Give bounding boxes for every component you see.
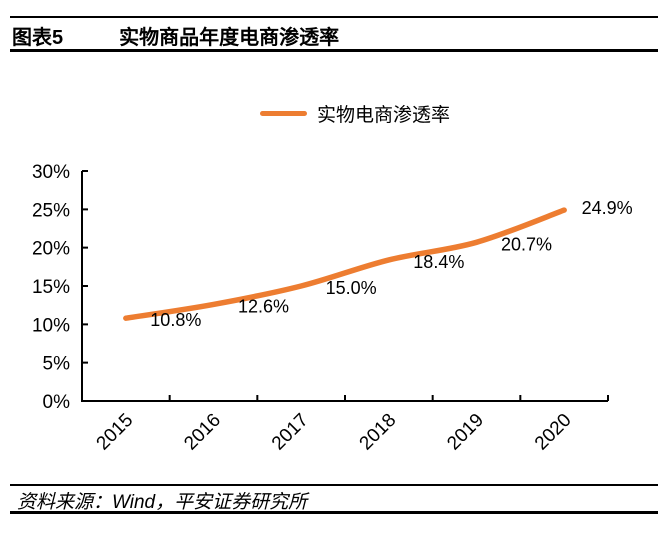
y-tick-label: 0%: [43, 392, 71, 413]
figure-header: 图表5 实物商品年度电商渗透率: [12, 21, 658, 49]
legend-line-swatch: [259, 110, 307, 116]
data-point-label: 12.6%: [238, 296, 289, 316]
figure-title: 实物商品年度电商渗透率: [119, 26, 340, 49]
source-row: 资料来源：Wind，平安证券研究所: [17, 487, 657, 514]
data-point-label: 10.8%: [150, 310, 201, 330]
x-tick-label: 2016: [180, 410, 225, 455]
chart-legend: 实物电商渗透率: [40, 100, 670, 126]
x-tick-label: 2019: [443, 410, 488, 455]
top-rule: [10, 16, 658, 18]
data-point-label: 15.0%: [326, 278, 377, 298]
y-tick-label: 25%: [32, 200, 70, 221]
x-tick-label: 2020: [531, 410, 576, 455]
y-tick-label: 15%: [32, 277, 70, 298]
axis-frame: [81, 170, 609, 402]
data-point-label: 18.4%: [413, 252, 464, 272]
x-tick-label: 2017: [268, 410, 313, 455]
data-point-label: 24.9%: [582, 198, 633, 218]
series-line: [123, 207, 567, 321]
y-tick-label: 30%: [32, 162, 70, 183]
source-attribution-text: 资料来源：Wind，平安证券研究所: [17, 492, 308, 513]
title-underline-rule: [10, 49, 658, 52]
legend-series-label: 实物电商渗透率: [316, 104, 450, 126]
y-tick-label: 5%: [43, 354, 71, 375]
source-top-rule: [10, 484, 658, 486]
y-tick-label: 10%: [32, 315, 70, 336]
x-tick-label: 2018: [356, 410, 401, 455]
source-bottom-rule: [10, 511, 658, 514]
y-tick-label: 20%: [32, 239, 70, 260]
x-tick-label: 2015: [93, 410, 138, 455]
figure-number-label: 图表5: [12, 26, 64, 49]
data-point-label: 20.7%: [501, 234, 552, 254]
